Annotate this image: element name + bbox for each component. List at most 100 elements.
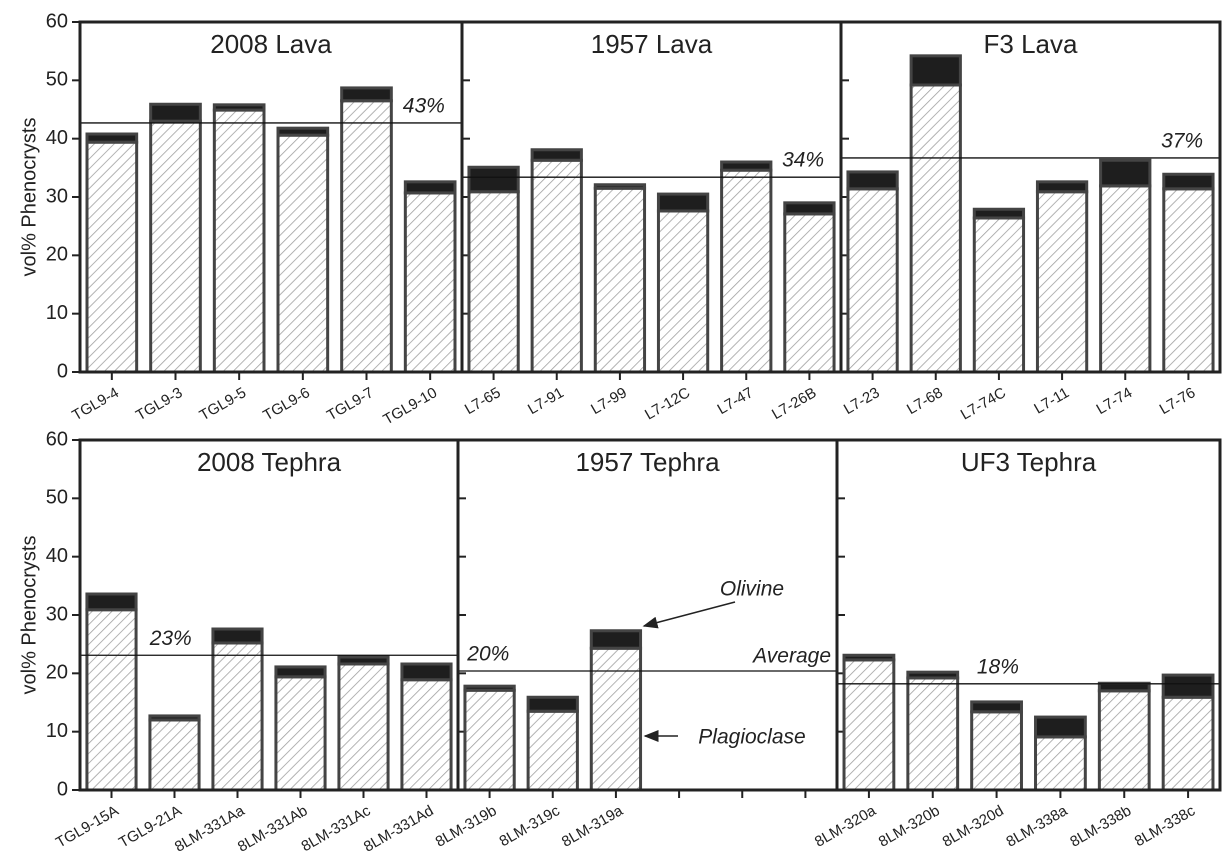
y-tick-label: 30 bbox=[46, 603, 68, 625]
panel-title: 1957 Lava bbox=[591, 29, 713, 59]
bar-olivine bbox=[400, 662, 453, 682]
x-tick-label: 8LM-331Ab bbox=[235, 802, 311, 854]
x-tick-label: L7-74 bbox=[1094, 384, 1136, 418]
x-tick-label: L7-47 bbox=[715, 384, 757, 418]
bar-plagioclase bbox=[593, 186, 647, 374]
y-tick-label: 60 bbox=[46, 428, 68, 450]
x-tick-label: L7-11 bbox=[1031, 384, 1072, 417]
x-tick-label: TGL9-5 bbox=[197, 384, 250, 424]
y-tick-label: 50 bbox=[46, 69, 68, 91]
bar-olivine bbox=[530, 148, 583, 162]
x-tick-label: 8LM-338b bbox=[1067, 802, 1134, 850]
y-tick-label: 50 bbox=[46, 487, 68, 509]
y-tick-label: 10 bbox=[46, 720, 68, 742]
bar-plagioclase bbox=[148, 718, 201, 792]
bar-plagioclase bbox=[276, 133, 330, 374]
bar-olivine bbox=[720, 160, 773, 172]
bar-plagioclase bbox=[906, 676, 960, 792]
panel-border bbox=[839, 20, 1222, 374]
bar-olivine bbox=[212, 103, 266, 112]
y-tick-label: 0 bbox=[57, 778, 68, 800]
bar-olivine bbox=[1161, 673, 1215, 699]
bar-plagioclase bbox=[340, 99, 393, 374]
bar-olivine bbox=[403, 180, 457, 195]
bar-plagioclase bbox=[403, 191, 457, 374]
bar-plagioclase bbox=[526, 709, 579, 792]
bar-plagioclase bbox=[400, 678, 453, 792]
y-tick-label: 30 bbox=[46, 185, 68, 207]
bar-olivine bbox=[276, 126, 330, 137]
bar-olivine bbox=[211, 627, 264, 645]
bar-olivine bbox=[85, 592, 138, 612]
y-tick-label: 40 bbox=[46, 545, 68, 567]
bar-olivine bbox=[842, 653, 896, 662]
bar-olivine bbox=[1034, 715, 1087, 739]
x-tick-label: 8LM-319c bbox=[496, 802, 563, 850]
annotation: Plagioclase bbox=[698, 726, 805, 749]
bar-olivine bbox=[656, 192, 710, 213]
y-tick-label: 20 bbox=[46, 662, 68, 684]
bar-olivine bbox=[526, 695, 579, 713]
x-tick-label: L7-23 bbox=[841, 384, 883, 418]
bar-olivine bbox=[972, 207, 1026, 220]
y-tick-label: 20 bbox=[46, 244, 68, 266]
y-tick-label: 60 bbox=[46, 10, 68, 32]
y-axis-label: vol% Phenocrysts bbox=[18, 536, 40, 695]
bar-olivine bbox=[1162, 172, 1215, 191]
bar-olivine bbox=[340, 86, 393, 103]
annotation: Olivine bbox=[720, 578, 784, 601]
bar-olivine bbox=[906, 670, 960, 680]
panel-title: 1957 Tephra bbox=[575, 447, 720, 477]
bar-plagioclase bbox=[149, 119, 202, 374]
bar-plagioclase bbox=[337, 662, 390, 792]
x-tick-label: 8LM-320b bbox=[876, 802, 943, 850]
annotation: Average bbox=[751, 645, 831, 668]
bar-plagioclase bbox=[212, 108, 266, 374]
panel-frame bbox=[462, 22, 841, 372]
average-label: 20% bbox=[466, 643, 509, 666]
bar-olivine bbox=[337, 655, 390, 666]
panel-title: F3 Lava bbox=[984, 29, 1078, 59]
bar-plagioclase bbox=[211, 641, 264, 792]
average-label: 43% bbox=[403, 94, 445, 117]
x-tick-label: L7-76 bbox=[1157, 384, 1199, 418]
bar-plagioclase bbox=[909, 83, 962, 374]
bar-olivine bbox=[589, 629, 643, 650]
average-label: 23% bbox=[149, 627, 192, 650]
bar-plagioclase bbox=[1035, 190, 1089, 374]
x-tick-label: 8LM-338c bbox=[1132, 802, 1199, 850]
average-label: 18% bbox=[977, 655, 1019, 678]
bar-plagioclase bbox=[656, 209, 710, 374]
bar-plagioclase bbox=[530, 158, 583, 374]
bar-plagioclase bbox=[1097, 689, 1151, 792]
bar-olivine bbox=[463, 684, 516, 692]
average-label: 37% bbox=[1161, 129, 1203, 152]
bar-olivine bbox=[783, 201, 836, 216]
x-tick-label: TGL9-4 bbox=[69, 384, 122, 424]
bar-plagioclase bbox=[1161, 695, 1215, 792]
x-tick-label: TGL9-10 bbox=[380, 384, 440, 428]
panel-frame bbox=[841, 22, 1220, 372]
bar-olivine bbox=[1035, 180, 1089, 194]
x-tick-label: 8LM-319a bbox=[559, 802, 627, 851]
panel-title: UF3 Tephra bbox=[961, 447, 1097, 477]
bar-olivine bbox=[909, 54, 962, 87]
bar-plagioclase bbox=[783, 212, 836, 374]
bar-olivine bbox=[593, 183, 647, 190]
x-tick-label: 8LM-331Aa bbox=[172, 802, 248, 854]
x-tick-label: L7-99 bbox=[588, 384, 630, 418]
bar-plagioclase bbox=[589, 646, 643, 792]
bar-plagioclase bbox=[846, 187, 899, 374]
bar-olivine bbox=[846, 170, 899, 191]
x-tick-label: 8LM-320d bbox=[940, 802, 1007, 850]
panel-frame bbox=[80, 22, 462, 372]
x-tick-label: TGL9-3 bbox=[133, 384, 186, 424]
x-tick-label: L7-12C bbox=[642, 384, 693, 423]
panel-frame bbox=[837, 440, 1220, 790]
bar-olivine bbox=[85, 132, 139, 144]
y-tick-label: 0 bbox=[57, 360, 68, 382]
bar-plagioclase bbox=[85, 140, 139, 374]
x-tick-label: 8LM-319b bbox=[433, 802, 500, 850]
x-tick-label: TGL9-6 bbox=[260, 384, 313, 424]
